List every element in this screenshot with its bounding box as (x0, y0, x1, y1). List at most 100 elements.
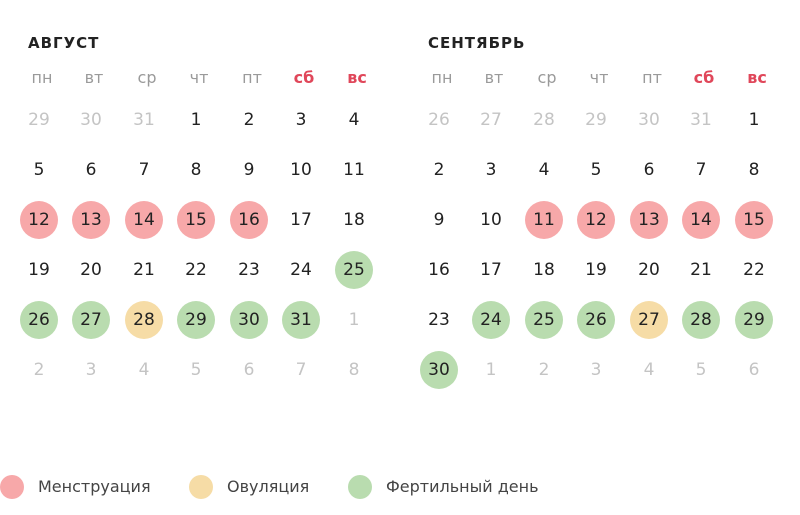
day-cell-other-month[interactable]: 4 (643, 360, 655, 380)
day-cell-fertile[interactable]: 31 (282, 301, 320, 339)
day-cell-menstruation[interactable]: 15 (177, 201, 215, 239)
day-cell-menstruation[interactable]: 16 (230, 201, 268, 239)
day-cell-fertile[interactable]: 25 (335, 251, 373, 289)
day-cell[interactable]: 22 (743, 260, 765, 280)
day-cell-menstruation[interactable]: 13 (72, 201, 110, 239)
day-cell-menstruation[interactable]: 15 (735, 201, 773, 239)
day-cell-other-month[interactable]: 29 (28, 110, 50, 130)
day-cell-menstruation[interactable]: 12 (577, 201, 615, 239)
day-cell-fertile[interactable]: 26 (577, 301, 615, 339)
day-cell[interactable]: 21 (690, 260, 712, 280)
day-cell-menstruation[interactable]: 13 (630, 201, 668, 239)
day-cell-other-month[interactable]: 8 (348, 360, 360, 380)
day-cell[interactable]: 3 (485, 160, 497, 180)
day-cell-menstruation[interactable]: 12 (20, 201, 58, 239)
day-cell[interactable]: 16 (428, 260, 450, 280)
day-cell[interactable]: 6 (643, 160, 655, 180)
day-cell-menstruation[interactable]: 14 (682, 201, 720, 239)
month-title: СЕНТЯБРЬ (428, 34, 526, 52)
day-cell-fertile[interactable]: 27 (72, 301, 110, 339)
weekday-label-sunday: вс (347, 68, 367, 87)
day-cell[interactable]: 4 (348, 110, 360, 130)
day-cell-other-month[interactable]: 30 (80, 110, 102, 130)
day-cell-other-month[interactable]: 6 (243, 360, 255, 380)
day-cell-other-month[interactable]: 1 (485, 360, 497, 380)
day-cell[interactable]: 23 (238, 260, 260, 280)
day-cell[interactable]: 9 (243, 160, 255, 180)
day-cell-other-month[interactable]: 1 (348, 310, 360, 330)
day-cell[interactable]: 4 (538, 160, 550, 180)
day-cell-fertile[interactable]: 30 (230, 301, 268, 339)
day-cell[interactable]: 20 (638, 260, 660, 280)
day-cell-fertile[interactable]: 24 (472, 301, 510, 339)
day-cell[interactable]: 22 (185, 260, 207, 280)
day-cell[interactable]: 1 (748, 110, 760, 130)
day-cell-other-month[interactable]: 2 (538, 360, 550, 380)
day-cell-menstruation[interactable]: 14 (125, 201, 163, 239)
weekday-header: пн вт ср чт пт сб вс (416, 64, 796, 92)
day-cell-other-month[interactable]: 2 (33, 360, 45, 380)
day-cell-other-month[interactable]: 29 (585, 110, 607, 130)
day-cell-fertile[interactable]: 29 (177, 301, 215, 339)
day-cell-ovulation[interactable]: 28 (125, 301, 163, 339)
month-title: АВГУСТ (28, 34, 100, 52)
day-cell-other-month[interactable]: 6 (748, 360, 760, 380)
day-cell-fertile[interactable]: 30 (420, 351, 458, 389)
day-cell[interactable]: 7 (138, 160, 150, 180)
day-cell[interactable]: 5 (590, 160, 602, 180)
weekday-label: чт (189, 68, 209, 87)
day-cell[interactable]: 17 (480, 260, 502, 280)
day-cell-fertile[interactable]: 25 (525, 301, 563, 339)
day-cell[interactable]: 18 (533, 260, 555, 280)
day-cell[interactable]: 10 (290, 160, 312, 180)
weekday-label: пт (642, 68, 662, 87)
day-cell-fertile[interactable]: 28 (682, 301, 720, 339)
legend-label: Фертильный день (386, 477, 539, 496)
day-cell[interactable]: 9 (433, 210, 445, 230)
day-cell[interactable]: 19 (28, 260, 50, 280)
weekday-label: ср (137, 68, 157, 87)
day-cell[interactable]: 3 (295, 110, 307, 130)
weekday-label: ср (537, 68, 557, 87)
day-cell-other-month[interactable]: 3 (590, 360, 602, 380)
day-cell[interactable]: 8 (190, 160, 202, 180)
day-cell-other-month[interactable]: 28 (533, 110, 555, 130)
weekday-label: вт (484, 68, 504, 87)
day-cell[interactable]: 24 (290, 260, 312, 280)
day-cell-other-month[interactable]: 3 (85, 360, 97, 380)
weekday-label: вт (84, 68, 104, 87)
day-cell-other-month[interactable]: 5 (695, 360, 707, 380)
weekday-header: пн вт ср чт пт сб вс (16, 64, 396, 92)
legend-label: Менструация (38, 477, 151, 496)
day-cell[interactable]: 8 (748, 160, 760, 180)
day-cell[interactable]: 20 (80, 260, 102, 280)
day-cell[interactable]: 2 (433, 160, 445, 180)
day-cell-menstruation[interactable]: 11 (525, 201, 563, 239)
day-cell-ovulation[interactable]: 27 (630, 301, 668, 339)
day-cell[interactable]: 17 (290, 210, 312, 230)
day-cell[interactable]: 19 (585, 260, 607, 280)
day-cell[interactable]: 18 (343, 210, 365, 230)
day-cell[interactable]: 7 (695, 160, 707, 180)
day-cell-other-month[interactable]: 4 (138, 360, 150, 380)
weekday-label: пн (431, 68, 453, 87)
day-cell-other-month[interactable]: 7 (295, 360, 307, 380)
day-cell-other-month[interactable]: 27 (480, 110, 502, 130)
day-cell-other-month[interactable]: 31 (133, 110, 155, 130)
day-cell-fertile[interactable]: 26 (20, 301, 58, 339)
day-cell-fertile[interactable]: 29 (735, 301, 773, 339)
day-cell[interactable]: 21 (133, 260, 155, 280)
day-cell[interactable]: 23 (428, 310, 450, 330)
day-cell-other-month[interactable]: 5 (190, 360, 202, 380)
day-cell-other-month[interactable]: 30 (638, 110, 660, 130)
day-cell-other-month[interactable]: 26 (428, 110, 450, 130)
day-cell[interactable]: 2 (243, 110, 255, 130)
day-cell[interactable]: 1 (190, 110, 202, 130)
weekday-label: пт (242, 68, 262, 87)
day-cell[interactable]: 5 (33, 160, 45, 180)
day-cell[interactable]: 6 (85, 160, 97, 180)
day-cell-other-month[interactable]: 31 (690, 110, 712, 130)
day-cell[interactable]: 10 (480, 210, 502, 230)
day-cell[interactable]: 11 (343, 160, 365, 180)
menstruation-dot-icon (0, 475, 24, 499)
